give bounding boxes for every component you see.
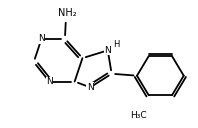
Text: N: N [87, 83, 94, 92]
Text: H: H [113, 40, 119, 49]
Text: N: N [104, 46, 111, 55]
Text: N: N [46, 77, 53, 86]
Text: N: N [38, 34, 45, 43]
Text: H₃C: H₃C [130, 111, 146, 120]
Text: NH₂: NH₂ [58, 8, 76, 18]
